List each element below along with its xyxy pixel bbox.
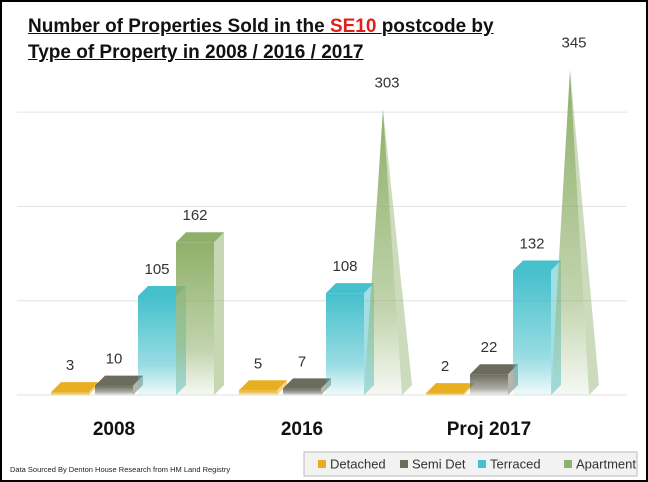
bar-front	[95, 385, 133, 395]
bar-top	[51, 382, 99, 393]
bar-side	[570, 69, 599, 395]
bar-front	[326, 293, 364, 395]
bar-side	[214, 232, 224, 395]
bar	[239, 380, 287, 395]
bar-front	[138, 296, 176, 395]
legend-label: Semi Det	[412, 456, 466, 471]
value-label: 22	[481, 339, 498, 356]
bar-top	[513, 260, 561, 271]
legend-swatch	[318, 460, 326, 468]
bar-top	[176, 232, 224, 243]
bar	[176, 232, 224, 395]
value-label: 162	[182, 207, 207, 224]
value-label: 132	[519, 236, 544, 253]
bar-top	[95, 375, 143, 386]
bar	[551, 69, 599, 395]
bar-top	[138, 286, 186, 296]
bar	[51, 382, 99, 395]
value-label: 5	[254, 355, 262, 372]
bar	[470, 364, 518, 395]
bar-top	[239, 380, 287, 391]
legend-label: Detached	[330, 456, 386, 471]
bar-top	[426, 383, 474, 394]
bar-front	[470, 374, 508, 395]
bar-side	[383, 109, 412, 396]
value-label: 3	[66, 357, 74, 374]
x-tick-label: 2008	[93, 419, 135, 440]
value-label: 2	[441, 358, 449, 375]
x-tick-label: Proj 2017	[447, 419, 532, 440]
bar-top	[470, 364, 518, 375]
value-label: 105	[144, 261, 169, 278]
legend-label: Apartment	[576, 456, 636, 471]
bar-top	[283, 378, 331, 389]
bar-front	[551, 69, 589, 395]
bar	[283, 378, 331, 395]
bar	[95, 375, 143, 395]
title-highlight: SE10	[329, 16, 377, 37]
chart-title: Number of Properties Sold in the SE10 po…	[28, 14, 494, 66]
legend-box	[303, 451, 638, 477]
bar-side	[277, 380, 287, 395]
bar-front	[51, 392, 89, 395]
source-note: Data Sourced By Denton House Research fr…	[10, 465, 230, 474]
value-label: 7	[298, 353, 306, 370]
legend-label: Terraced	[490, 456, 541, 471]
legend-swatch	[478, 460, 486, 468]
bar-top	[326, 283, 374, 294]
title-text: Type of Property in 2008 / 2016 / 2017	[28, 42, 364, 63]
value-label: 10	[106, 351, 123, 368]
bar-front	[239, 390, 277, 395]
legend-swatch	[400, 460, 408, 468]
bar-front	[513, 270, 551, 395]
bar	[364, 109, 412, 396]
bar-front	[283, 388, 321, 395]
value-label: 303	[374, 74, 399, 91]
bar-front	[426, 393, 464, 395]
bar-front	[176, 242, 214, 395]
bar	[426, 383, 474, 395]
bar-front	[364, 109, 402, 396]
x-tick-label: 2016	[281, 419, 323, 440]
title-text: Number of Properties Sold in the	[28, 16, 325, 37]
value-label: 108	[332, 258, 357, 275]
title-text: postcode by	[381, 16, 494, 37]
legend-swatch	[564, 460, 572, 468]
value-label: 345	[561, 35, 586, 52]
